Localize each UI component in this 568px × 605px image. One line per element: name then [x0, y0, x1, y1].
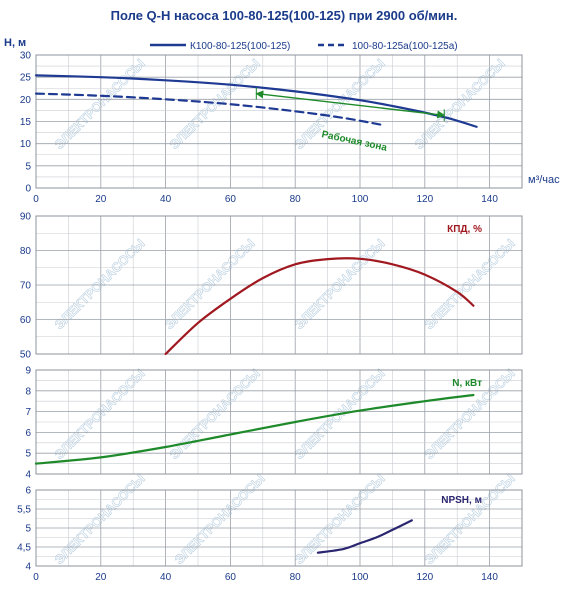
qh-series-line-1 [34, 92, 384, 127]
watermark-text: ЭЛЕКТРОНАСОСЫ [422, 471, 518, 567]
y-tick-label: 10 [20, 139, 32, 150]
x-tick-label: 0 [33, 572, 39, 583]
chart-title: Поле Q-H насоса 100-80-125(100-125) при … [111, 8, 458, 23]
y-tick-label: 25 [20, 73, 32, 84]
watermark-text: ЭЛЕКТРОНАСОСЫ [167, 56, 263, 152]
y-tick-label: 30 [20, 51, 32, 62]
y-tick-label: 6 [25, 486, 31, 497]
y-tick-label: 70 [20, 281, 32, 292]
working-zone-label: Рабочая зона [320, 128, 388, 154]
x-tick-label: 0 [33, 194, 39, 205]
watermark-text: ЭЛЕКТРОНАСОСЫ [292, 471, 388, 567]
y-tick-label: 0 [25, 184, 31, 195]
y-tick-label: 15 [20, 117, 32, 128]
x-tick-label: 80 [290, 194, 302, 205]
power-panel-label: N, кВт [452, 378, 482, 389]
npsh-series-line-0 [316, 519, 413, 554]
legend-label-k100: К100-80-125(100-125) [190, 41, 290, 52]
x-tick-label: 20 [95, 194, 107, 205]
x-tick-label: 140 [481, 194, 498, 205]
text-layer: Поле Q-H насоса 100-80-125(100-125) при … [4, 8, 560, 583]
x-tick-label: 80 [290, 572, 302, 583]
qh-y-axis-label: H, м [4, 37, 26, 49]
x-tick-label: 120 [416, 572, 433, 583]
x-tick-label: 40 [160, 194, 172, 205]
y-tick-label: 5 [25, 161, 31, 172]
y-tick-label: 4 [25, 470, 31, 481]
x-tick-label: 40 [160, 572, 172, 583]
x-tick-label: 60 [225, 194, 237, 205]
data-layer [34, 74, 478, 554]
panel-frame [35, 489, 523, 567]
x-tick-label: 120 [416, 194, 433, 205]
y-tick-label: 80 [20, 246, 32, 257]
legend-label-k100a: 100-80-125а(100-125а) [352, 41, 458, 52]
qh-x-axis-label: м³/час [528, 174, 560, 186]
y-tick-label: 60 [20, 315, 32, 326]
y-tick-label: 6 [25, 428, 31, 439]
watermark-text: ЭЛЕКТРОНАСОСЫ [412, 56, 508, 152]
kpd-series-line-0 [164, 257, 475, 356]
working-zone-arrow [255, 90, 446, 119]
y-tick-label: 8 [25, 386, 31, 397]
y-tick-label: 7 [25, 407, 31, 418]
x-tick-label: 140 [481, 572, 498, 583]
y-tick-label: 9 [25, 366, 31, 377]
x-tick-label: 60 [225, 572, 237, 583]
y-tick-label: 5 [25, 524, 31, 535]
npsh-panel-label: NPSH, м [441, 495, 482, 506]
power-series-line-0 [34, 393, 475, 465]
x-tick-label: 100 [352, 194, 369, 205]
kpd-panel-label: КПД, % [447, 224, 482, 235]
y-tick-label: 50 [20, 350, 32, 361]
y-tick-label: 5,5 [17, 505, 31, 516]
y-tick-label: 4,5 [17, 543, 31, 554]
panel-frame [35, 54, 523, 189]
panel-frame [35, 215, 523, 355]
x-tick-label: 20 [95, 572, 107, 583]
panel-frame [35, 369, 523, 475]
y-tick-label: 20 [20, 95, 32, 106]
y-tick-label: 4 [25, 562, 31, 573]
y-tick-label: 5 [25, 449, 31, 460]
grid-layer [35, 54, 523, 567]
watermark-text: ЭЛЕКТРОНАСОСЫ [172, 471, 268, 567]
x-tick-label: 100 [352, 572, 369, 583]
y-tick-label: 90 [20, 212, 32, 223]
